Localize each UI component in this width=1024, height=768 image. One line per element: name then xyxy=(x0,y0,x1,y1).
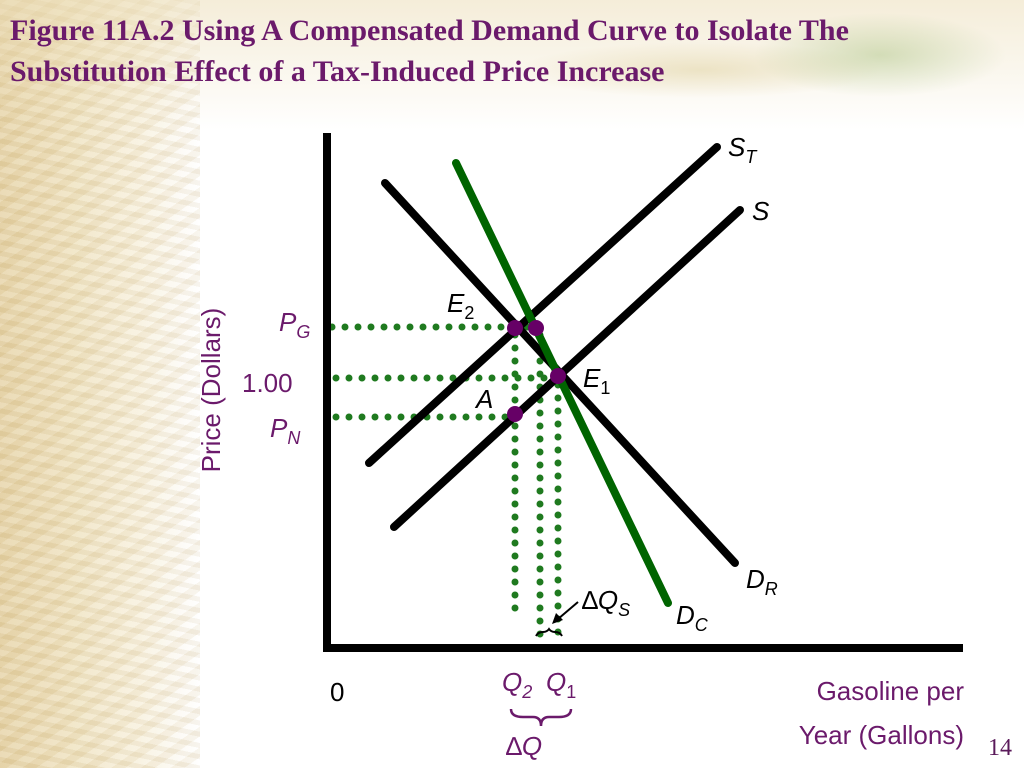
supply-curve-taxed xyxy=(365,143,721,467)
slide-title: Figure 11A.2 Using A Compensated Demand … xyxy=(10,14,849,88)
label-q1: Q1 xyxy=(546,667,576,702)
point-e2-compensated xyxy=(528,320,544,336)
delta-qs-brace xyxy=(535,627,563,637)
delta-qs-arrow-head xyxy=(552,613,563,624)
label-st: ST xyxy=(728,132,758,167)
x-axis-label-line1: Gasoline per xyxy=(817,676,965,706)
guide-lines xyxy=(328,323,564,649)
y-axis-label: Price (Dollars) xyxy=(196,308,226,473)
label-a: A xyxy=(474,384,493,414)
label-s: S xyxy=(752,196,770,226)
point-e1 xyxy=(550,368,566,384)
label-dr: DR xyxy=(746,564,778,599)
slide-number: 14 xyxy=(988,735,1012,761)
label-delta-q: ∆Q xyxy=(506,731,542,761)
label-pg: PG xyxy=(279,307,310,342)
label-dc: DC xyxy=(676,600,709,635)
delta-qs-arrow-line xyxy=(557,601,579,620)
point-e2 xyxy=(507,320,523,336)
supply-curve xyxy=(390,206,744,531)
x-axis-label-line2: Year (Gallons) xyxy=(799,720,964,750)
label-pn: PN xyxy=(270,413,301,448)
demand-curve-compensated xyxy=(452,159,672,607)
point-a xyxy=(507,406,523,422)
delta-q-brace xyxy=(509,708,573,727)
background-top-texture xyxy=(0,0,1024,130)
label-q2: Q2 xyxy=(502,667,532,702)
label-delta-qs: ∆QS xyxy=(582,585,630,620)
label-e2: E2 xyxy=(447,288,474,323)
label-e1: E1 xyxy=(583,363,610,398)
origin-label: 0 xyxy=(330,677,344,707)
label-price-100: 1.00 xyxy=(242,368,293,398)
